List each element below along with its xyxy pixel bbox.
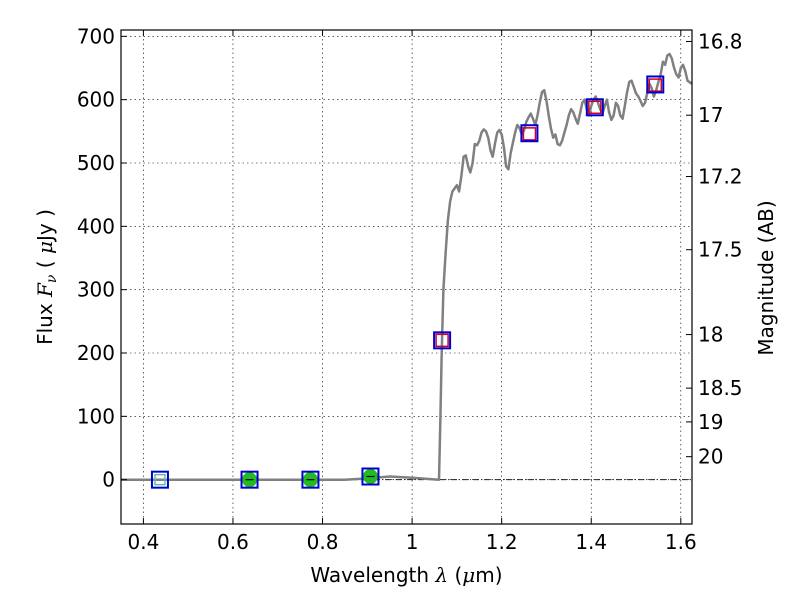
model-photometry-box — [648, 78, 663, 92]
x-axis-label: Wavelength λ (μm) — [310, 563, 502, 587]
y2-tick-label: 20 — [698, 445, 723, 469]
observed-photometry-box — [361, 467, 380, 486]
x-axis-label-part: ( — [448, 563, 462, 587]
observed-photometry-box — [240, 470, 259, 489]
y2-axis-label: Magnitude (AB) — [754, 200, 778, 355]
y2-tick-label: 17.2 — [698, 165, 743, 189]
y-tick-label: 700 — [77, 24, 115, 48]
y-tick-label: 400 — [77, 214, 115, 238]
y2-tick-label: 17.5 — [698, 238, 743, 262]
model-spectrum-line — [121, 52, 693, 481]
x-axis-label-part: m) — [475, 563, 502, 587]
x-tick-label: 1 — [406, 530, 419, 554]
y2-tick-label: 16.8 — [698, 29, 743, 53]
marker-layer — [150, 75, 665, 489]
model-photometry-box — [588, 100, 602, 115]
y2-tick-label: 17 — [698, 103, 723, 127]
x-axis-label-part: μ — [462, 563, 475, 587]
y-axis-label-part: F — [33, 282, 57, 298]
observed-photometry-box — [150, 470, 169, 489]
y-tick-label: 0 — [102, 468, 115, 492]
upper-limit-marker — [154, 473, 166, 486]
observed-photometry-box — [585, 98, 604, 117]
y2-tick-label: 18 — [698, 323, 723, 347]
x-tick-label: 0.8 — [307, 530, 339, 554]
y2-tick-label: 18.5 — [698, 376, 743, 400]
observed-photometry-box — [520, 124, 539, 143]
x-tick-label: 1.4 — [575, 530, 607, 554]
observed-photometry-box — [646, 75, 665, 94]
x-tick-label: 0.4 — [127, 530, 159, 554]
model-photometry-box — [522, 127, 537, 141]
tick-layer: 0.4 0.6 0.8 1 1.2 1.4 1.6 0 100 200 300 400 500 600 70… — [77, 24, 743, 554]
x-axis-label-part: λ — [434, 563, 448, 587]
y-axis-label-part: Jy ) — [33, 209, 57, 243]
y-tick-label: 500 — [77, 151, 115, 175]
y-tick-label: 600 — [77, 88, 115, 112]
observed-photometry-box — [433, 331, 452, 350]
x-tick-label: 0.6 — [217, 530, 249, 554]
y-axis-label: Flux Fν ( μJy ) — [33, 209, 60, 345]
x-axis-label-part: Wavelength — [310, 563, 435, 587]
model-photometry-box — [435, 333, 449, 348]
y2-tick-label: 19 — [698, 410, 723, 434]
label-layer: Wavelength λ (μm)Flux Fν ( μJy ) Magnitud… — [33, 200, 778, 587]
y-tick-label: 300 — [77, 278, 115, 302]
y-tick-label: 100 — [77, 404, 115, 428]
y-tick-label: 200 — [77, 341, 115, 365]
observed-photometry-box — [301, 470, 320, 489]
x-tick-label: 1.2 — [486, 530, 518, 554]
y-axis-label-part: Flux — [33, 297, 57, 345]
y-axis-label-part: ν — [44, 274, 60, 283]
x-tick-label: 1.6 — [665, 530, 697, 554]
plot-frame — [120, 29, 693, 525]
y-axis-label-part: μ — [33, 241, 57, 254]
y-axis-label-part: ( — [33, 254, 57, 275]
